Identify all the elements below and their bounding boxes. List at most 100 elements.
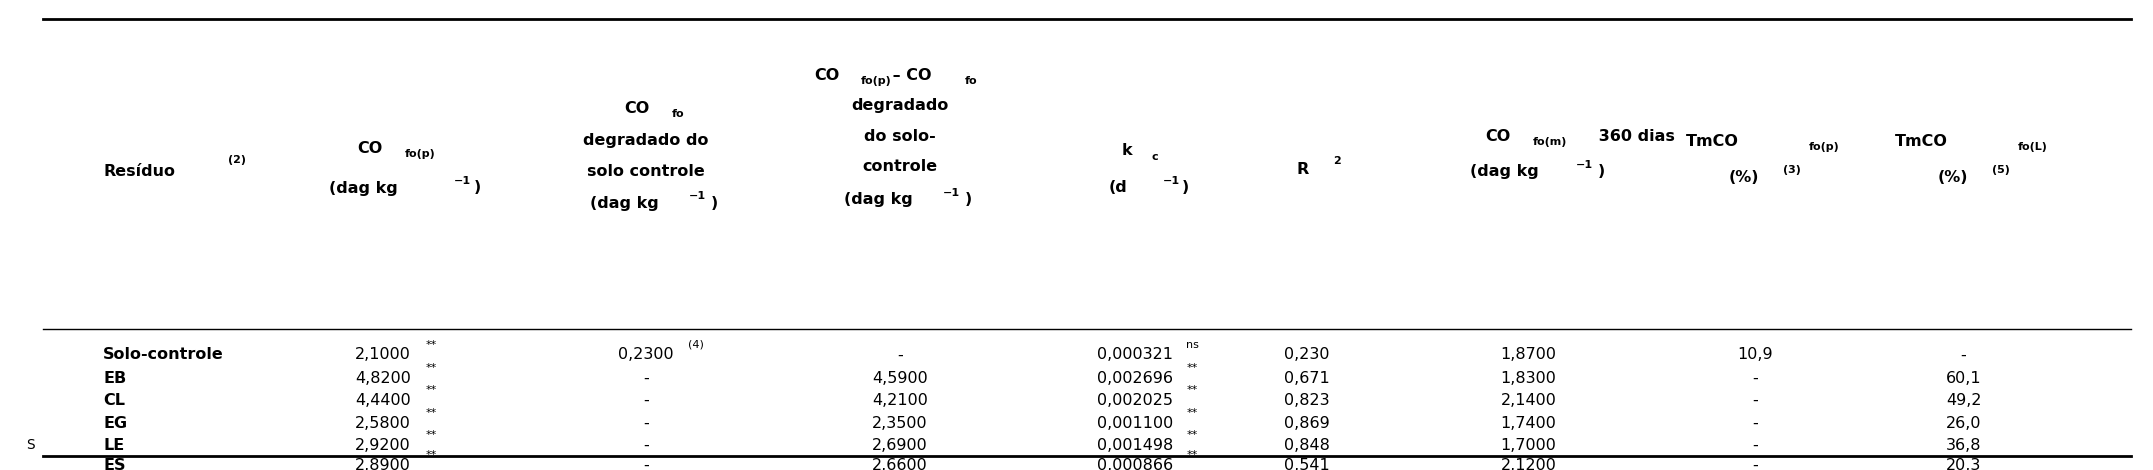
Text: solo controle: solo controle <box>588 164 704 179</box>
Text: 0,001498: 0,001498 <box>1096 438 1173 453</box>
Text: 2,6900: 2,6900 <box>872 438 928 453</box>
Text: 2,6600: 2,6600 <box>872 458 928 470</box>
Text: (4): (4) <box>689 339 704 350</box>
Text: 1,8300: 1,8300 <box>1501 371 1557 386</box>
Text: EG: EG <box>103 415 127 431</box>
Text: CO: CO <box>814 68 840 83</box>
Text: fo: fo <box>965 76 977 86</box>
Text: (2): (2) <box>228 155 245 165</box>
Text: CL: CL <box>103 393 125 408</box>
Text: k: k <box>1122 143 1132 158</box>
Text: −1: −1 <box>689 191 706 202</box>
Text: **: ** <box>426 407 437 418</box>
Text: 2,1200: 2,1200 <box>1501 458 1557 470</box>
Text: 60,1: 60,1 <box>1946 371 1981 386</box>
Text: (dag kg: (dag kg <box>329 180 398 196</box>
Text: 4,2100: 4,2100 <box>872 393 928 408</box>
Text: -: - <box>1753 393 1757 408</box>
Text: −1: −1 <box>1163 176 1180 186</box>
Text: -: - <box>644 415 648 431</box>
Text: controle: controle <box>863 159 937 174</box>
Text: ): ) <box>710 196 717 211</box>
Text: S: S <box>26 438 34 452</box>
Text: 2,5800: 2,5800 <box>355 415 411 431</box>
Text: fo(L): fo(L) <box>2017 142 2048 152</box>
Text: 0,000321: 0,000321 <box>1096 347 1173 362</box>
Text: (dag kg: (dag kg <box>844 192 913 207</box>
Text: CO: CO <box>1486 129 1511 144</box>
Text: 1,8700: 1,8700 <box>1501 347 1557 362</box>
Text: −1: −1 <box>943 188 960 198</box>
Text: 4,5900: 4,5900 <box>872 371 928 386</box>
Text: -: - <box>644 371 648 386</box>
Text: 2: 2 <box>1333 156 1341 166</box>
Text: -: - <box>1961 347 1966 362</box>
Text: (3): (3) <box>1783 165 1800 175</box>
Text: -: - <box>1753 371 1757 386</box>
Text: -: - <box>644 458 648 470</box>
Text: 0,002696: 0,002696 <box>1096 371 1173 386</box>
Text: 2,8900: 2,8900 <box>355 458 411 470</box>
Text: ns: ns <box>1186 339 1199 350</box>
Text: **: ** <box>426 430 437 440</box>
Text: **: ** <box>1186 407 1197 418</box>
Text: −1: −1 <box>454 176 472 186</box>
Text: TmCO: TmCO <box>1895 133 1948 149</box>
Text: -: - <box>644 438 648 453</box>
Text: **: ** <box>426 385 437 395</box>
Text: 36,8: 36,8 <box>1946 438 1981 453</box>
Text: (%): (%) <box>1938 170 1968 185</box>
Text: 2,1000: 2,1000 <box>355 347 411 362</box>
Text: 4,8200: 4,8200 <box>355 371 411 386</box>
Text: c: c <box>1152 151 1158 162</box>
Text: ): ) <box>965 192 971 207</box>
Text: 2,1400: 2,1400 <box>1501 393 1557 408</box>
Text: 26,0: 26,0 <box>1946 415 1981 431</box>
Text: (dag kg: (dag kg <box>1470 164 1539 179</box>
Text: ): ) <box>1182 180 1188 196</box>
Text: Solo-controle: Solo-controle <box>103 347 224 362</box>
Text: 360 dias: 360 dias <box>1593 129 1675 144</box>
Text: -: - <box>1753 415 1757 431</box>
Text: R: R <box>1296 162 1309 177</box>
Text: CO: CO <box>624 101 650 116</box>
Text: ES: ES <box>103 458 125 470</box>
Text: fo(p): fo(p) <box>1809 142 1839 152</box>
Text: – CO: – CO <box>887 68 932 83</box>
Text: 2,3500: 2,3500 <box>872 415 928 431</box>
Text: 0,671: 0,671 <box>1283 371 1331 386</box>
Text: 0,869: 0,869 <box>1283 415 1331 431</box>
Text: fo: fo <box>672 109 685 119</box>
Text: EB: EB <box>103 371 127 386</box>
Text: fo(m): fo(m) <box>1533 137 1567 148</box>
Text: -: - <box>898 347 902 362</box>
Text: -: - <box>1753 438 1757 453</box>
Text: LE: LE <box>103 438 125 453</box>
Text: **: ** <box>426 339 437 350</box>
Text: 1,7400: 1,7400 <box>1501 415 1557 431</box>
Text: 0,002025: 0,002025 <box>1096 393 1173 408</box>
Text: **: ** <box>1186 450 1197 460</box>
Text: ): ) <box>1598 164 1604 179</box>
Text: 2,9200: 2,9200 <box>355 438 411 453</box>
Text: (d: (d <box>1109 180 1128 196</box>
Text: degradado do: degradado do <box>583 133 708 149</box>
Text: (dag kg: (dag kg <box>590 196 659 211</box>
Text: 1,7000: 1,7000 <box>1501 438 1557 453</box>
Text: 0,541: 0,541 <box>1283 458 1331 470</box>
Text: ): ) <box>474 180 480 196</box>
Text: (%): (%) <box>1729 170 1759 185</box>
Text: −1: −1 <box>1576 159 1593 170</box>
Text: do solo-: do solo- <box>863 129 937 144</box>
Text: **: ** <box>1186 430 1197 440</box>
Text: 49,2: 49,2 <box>1946 393 1981 408</box>
Text: -: - <box>1753 458 1757 470</box>
Text: 0,823: 0,823 <box>1283 393 1331 408</box>
Text: 20,3: 20,3 <box>1946 458 1981 470</box>
Text: **: ** <box>1186 385 1197 395</box>
Text: degradado: degradado <box>850 98 949 113</box>
Text: **: ** <box>426 450 437 460</box>
Text: **: ** <box>426 363 437 373</box>
Text: Resíduo: Resíduo <box>103 164 174 179</box>
Text: 10,9: 10,9 <box>1737 347 1772 362</box>
